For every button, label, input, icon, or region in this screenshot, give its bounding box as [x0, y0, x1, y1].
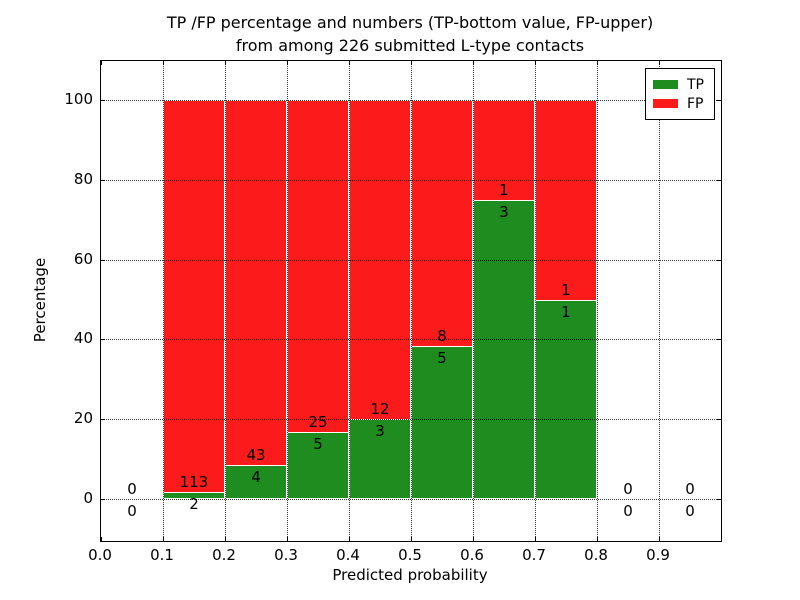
y-tickmark-left: [101, 499, 105, 500]
legend-row-fp: FP: [653, 95, 710, 112]
legend-label-fp: FP: [687, 95, 704, 112]
y-tickmark-right: [717, 339, 721, 341]
y-tick-label: 100: [64, 90, 93, 108]
tp-count-label: 2: [189, 495, 199, 514]
x-tickmark-top: [101, 61, 102, 65]
x-tick-label: 0.3: [274, 546, 298, 564]
x-tickmark-top: [473, 61, 474, 65]
chart-title: TP /FP percentage and numbers (TP-bottom…: [100, 11, 720, 57]
x-tickmark-bottom: [473, 537, 474, 541]
x-tick-label: 0.6: [460, 546, 484, 564]
fp-count-label: 1: [561, 280, 571, 299]
fp-count-label: 1: [499, 180, 509, 199]
bar-tp-segment: [225, 465, 287, 499]
legend-box: TP FP: [645, 68, 715, 120]
x-tickmark-bottom: [659, 537, 660, 541]
bar-tp-segment: [411, 345, 473, 499]
gridline-vertical: [349, 61, 350, 541]
legend-label-tp: TP: [687, 76, 704, 93]
x-tickmark-bottom: [597, 537, 598, 541]
x-tickmark-bottom: [101, 537, 102, 541]
y-tick-label: 20: [73, 409, 93, 428]
x-tickmark-bottom: [163, 537, 164, 541]
tp-count-label: 4: [251, 468, 261, 487]
x-tick-label: 0.9: [646, 546, 670, 564]
y-tickmark-right: [717, 100, 721, 101]
x-tickmark-top: [287, 61, 288, 65]
y-tickmark-right: [717, 179, 721, 181]
y-tickmark-left: [101, 179, 105, 181]
x-tick-label: 0.2: [212, 546, 236, 564]
tp-count-label: 0: [685, 502, 695, 520]
fp-count-label: 0: [685, 480, 695, 498]
tp-count-label: 3: [499, 202, 509, 221]
x-tickmark-top: [535, 61, 536, 65]
y-tickmark-left: [101, 419, 105, 421]
fp-count-label: 25: [308, 413, 328, 432]
tp-count-label: 5: [313, 435, 323, 454]
fp-count-label: 8: [437, 326, 447, 345]
gridline-vertical: [659, 61, 660, 541]
x-axis-label: Predicted probability: [332, 566, 488, 584]
bar-tp-segment: [349, 419, 411, 499]
fp-count-label: 0: [127, 480, 137, 498]
y-axis-label: Percentage: [31, 257, 49, 343]
fp-count-label: 113: [179, 473, 209, 492]
gridline-vertical: [287, 61, 288, 541]
bar-tp-segment: [473, 199, 535, 499]
bar-fp-segment: [225, 100, 287, 499]
tp-count-label: 0: [623, 502, 633, 520]
legend-swatch-tp: [653, 80, 678, 89]
x-tickmark-top: [349, 61, 350, 65]
chart-title-line2: from among 226 submitted L-type contacts: [235, 36, 585, 55]
x-tickmark-bottom: [225, 537, 226, 541]
tp-count-label: 1: [561, 302, 571, 321]
y-tickmark-left: [101, 259, 105, 261]
x-tickmark-bottom: [411, 537, 412, 541]
bar-fp-segment: [163, 100, 225, 499]
x-tickmark-bottom: [535, 537, 536, 541]
y-tickmark-left: [101, 100, 105, 101]
x-tick-label: 0.8: [584, 546, 608, 564]
gridline-vertical: [473, 61, 474, 541]
y-tickmark-right: [717, 499, 721, 500]
fp-count-label: 0: [623, 480, 633, 498]
plot-area: 0 0 113 2 43 4 25 5 12 3 8 5 1 3 1 1 0 0 0 0 TP FP: [100, 60, 722, 542]
x-tickmark-bottom: [349, 537, 350, 541]
y-tick-label: 80: [73, 169, 93, 188]
x-tickmark-top: [659, 61, 660, 65]
tp-count-label: 3: [375, 422, 385, 441]
x-tickmark-top: [411, 61, 412, 65]
x-tickmark-bottom: [287, 537, 288, 541]
y-tickmark-right: [717, 259, 721, 261]
x-tick-label: 0.1: [150, 546, 174, 564]
chart-title-line1: TP /FP percentage and numbers (TP-bottom…: [166, 13, 654, 32]
y-tick-label: 60: [73, 249, 93, 268]
x-tick-label: 0.4: [336, 546, 360, 564]
gridline-vertical: [535, 61, 536, 541]
gridline-vertical: [163, 61, 164, 541]
x-tick-label: 0.0: [88, 546, 112, 564]
tp-count-label: 0: [127, 502, 137, 520]
x-tickmark-top: [597, 61, 598, 65]
gridline-vertical: [411, 61, 412, 541]
y-tick-label: 0: [83, 489, 93, 507]
fp-count-label: 12: [370, 400, 390, 419]
gridline-vertical: [225, 61, 226, 541]
gridline-vertical: [597, 61, 598, 541]
legend-swatch-fp: [653, 99, 678, 108]
legend-row-tp: TP: [653, 76, 710, 93]
x-tickmark-top: [225, 61, 226, 65]
y-tickmark-left: [101, 339, 105, 341]
bar-tp-segment: [535, 299, 597, 499]
y-tick-label: 40: [73, 329, 93, 348]
y-tickmark-right: [717, 419, 721, 421]
x-tick-label: 0.5: [398, 546, 422, 564]
tp-count-label: 5: [437, 348, 447, 367]
fp-count-label: 43: [246, 446, 266, 465]
x-tickmark-top: [163, 61, 164, 65]
x-tick-label: 0.7: [522, 546, 546, 564]
